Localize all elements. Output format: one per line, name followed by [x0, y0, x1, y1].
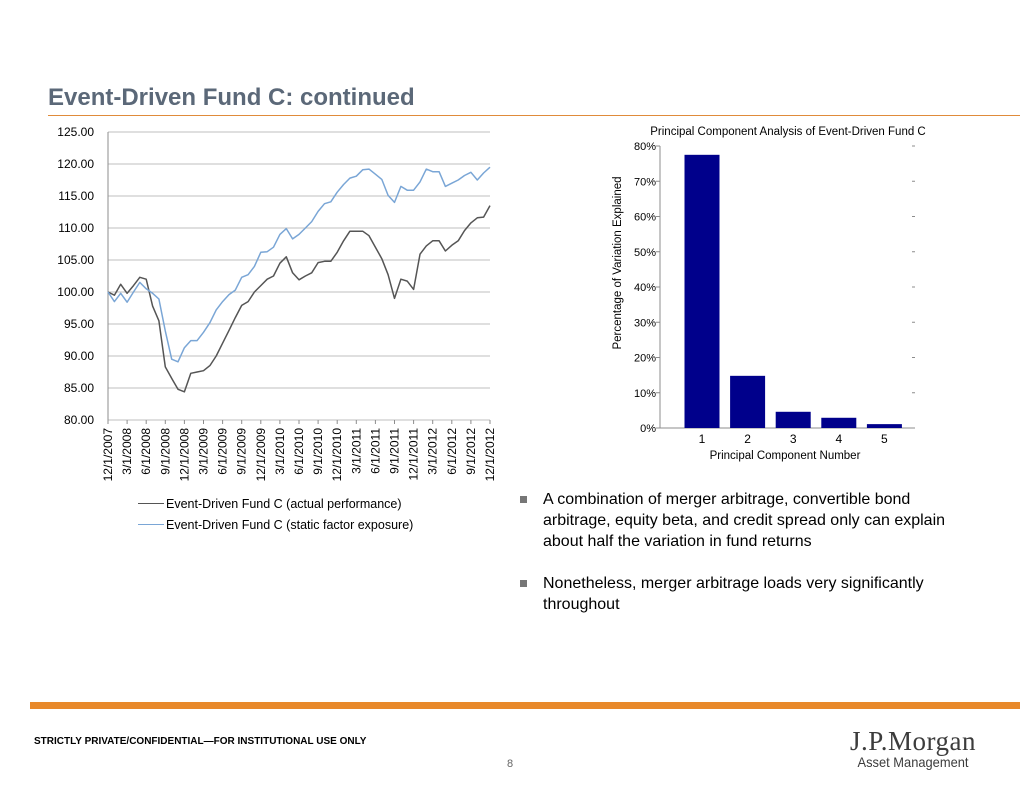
y-tick-label: 30%: [634, 317, 656, 329]
bullet-text: A combination of merger arbitrage, conve…: [543, 491, 946, 550]
y-tick-label: 90.00: [64, 349, 94, 363]
y-axis-label: Percentage of Variation Explained: [612, 176, 624, 349]
logo-wordmark: J.P.Morgan: [849, 726, 977, 756]
x-tick-label: 4: [835, 432, 842, 446]
series-line-static: [107, 166, 491, 363]
y-tick-label: 50%: [634, 247, 656, 259]
legend-item-actual: Event-Driven Fund C (actual performance): [138, 493, 413, 514]
x-tick-label: 2: [744, 432, 751, 446]
y-tick-label: 110.00: [58, 221, 94, 235]
x-tick-label: 9/1/2012: [464, 428, 478, 475]
x-tick-label: 9/1/2008: [158, 428, 172, 475]
pca-bar: [821, 417, 857, 428]
x-tick-label: 12/1/2009: [254, 428, 268, 482]
bullet-square-icon: [520, 580, 527, 587]
x-tick-label: 6/1/2012: [445, 428, 459, 475]
series-line-actual: [107, 205, 491, 393]
y-tick-label: 60%: [634, 212, 656, 224]
logo-subtext: Asset Management: [857, 754, 969, 770]
x-tick-label: 3/1/2011: [349, 428, 363, 474]
y-tick-label: 125.00: [57, 125, 94, 139]
x-tick-label: 6/1/2010: [292, 428, 306, 475]
x-tick-label: 3/1/2009: [197, 428, 211, 475]
x-tick-label: 9/1/2009: [235, 428, 249, 475]
legend-swatch-actual: [138, 503, 164, 504]
y-tick-label: 40%: [634, 282, 656, 294]
y-tick-label: 120.00: [57, 157, 94, 171]
x-tick-label: 9/1/2010: [311, 428, 325, 475]
pca-bar: [730, 375, 766, 428]
title-divider: [48, 115, 1020, 116]
x-tick-label: 1: [699, 432, 706, 446]
x-tick-label: 3/1/2008: [120, 428, 134, 475]
pca-bar-chart: Principal Component Analysis of Event-Dr…: [612, 126, 926, 462]
y-tick-label: 115.00: [58, 189, 94, 203]
page-number: 8: [507, 758, 514, 770]
x-tick-label: 12/1/2012: [483, 428, 497, 482]
jpmorgan-logo: J.P.Morgan Asset Management: [848, 727, 978, 769]
legend-item-static: Event-Driven Fund C (static factor expos…: [138, 514, 413, 535]
performance-line-chart: 125.00 120.00 115.00 110.00 105.00 100.00 95.0…: [57, 125, 497, 482]
y-tick-label: 105.00: [57, 253, 94, 267]
legend-label-static: Event-Driven Fund C (static factor expos…: [166, 517, 414, 532]
x-tick-label: 3/1/2012: [426, 428, 440, 475]
footer-divider: [30, 702, 1020, 709]
legend-swatch-static: [138, 524, 164, 525]
y-tick-label: 80.00: [64, 413, 94, 427]
pca-bar: [775, 411, 811, 428]
pca-bar: [684, 154, 720, 428]
x-tick-label: 12/1/2011: [407, 428, 421, 481]
slide-title: Event-Driven Fund C: continued: [48, 84, 415, 111]
x-tick-label: 12/1/2008: [177, 428, 191, 482]
pca-bar: [866, 424, 902, 428]
x-axis-label: Principal Component Number: [710, 450, 861, 462]
x-tick-label: 3: [790, 432, 797, 446]
y-tick-label: 100.00: [57, 285, 94, 299]
x-tick-label: 6/1/2008: [139, 428, 153, 475]
y-tick-label: 95.00: [64, 317, 94, 331]
bullet-item: A combination of merger arbitrage, conve…: [520, 489, 980, 552]
bullet-square-icon: [520, 496, 527, 503]
y-tick-label: 10%: [634, 388, 656, 400]
x-tick-label: 3/1/2010: [273, 428, 287, 475]
y-tick-label: 20%: [634, 353, 656, 365]
bullet-text: Nonetheless, merger arbitrage loads very…: [543, 575, 924, 613]
commentary-bullets: A combination of merger arbitrage, conve…: [520, 489, 980, 636]
x-tick-label: 6/1/2009: [216, 428, 230, 475]
y-tick-label: 85.00: [64, 381, 94, 395]
x-tick-label: 6/1/2011: [368, 428, 382, 474]
y-tick-label: 80%: [634, 141, 656, 153]
x-tick-label: 5: [881, 432, 888, 446]
y-tick-label: 70%: [634, 176, 656, 188]
pca-chart-title: Principal Component Analysis of Event-Dr…: [650, 126, 926, 138]
line-chart-legend: Event-Driven Fund C (actual performance)…: [138, 493, 413, 535]
confidentiality-notice: STRICTLY PRIVATE/CONFIDENTIAL—FOR INSTIT…: [34, 736, 367, 747]
y-tick-label: 0%: [640, 423, 656, 435]
bullet-item: Nonetheless, merger arbitrage loads very…: [520, 573, 980, 615]
x-tick-label: 12/1/2007: [101, 428, 115, 482]
legend-label-actual: Event-Driven Fund C (actual performance): [166, 496, 402, 511]
x-tick-label: 12/1/2010: [330, 428, 344, 482]
x-tick-label: 9/1/2011: [388, 428, 402, 474]
